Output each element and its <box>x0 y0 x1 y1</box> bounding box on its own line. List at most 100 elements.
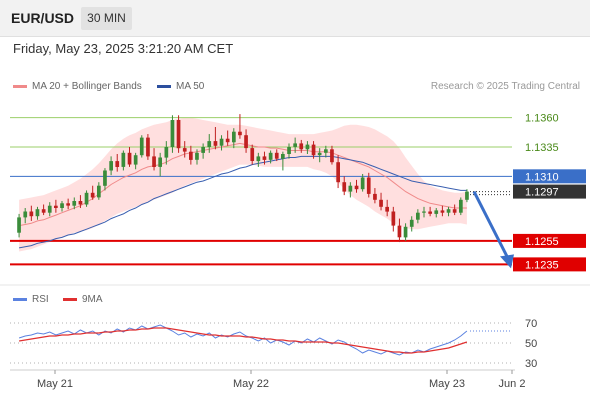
candle-body <box>342 182 347 192</box>
datetime-label: Friday, May 23, 2025 3:21:20 AM CET <box>13 41 234 56</box>
candle-body <box>152 156 156 167</box>
forecast-arrow-head <box>500 254 514 269</box>
level-label-1.1335: 1.1335 <box>525 142 559 154</box>
candle-body <box>121 152 126 167</box>
candle-body <box>274 152 279 159</box>
rsi-ma-line <box>19 327 468 354</box>
time-label-May 22: May 22 <box>233 378 269 390</box>
legend-ma20: MA 20 + Bollinger Bands <box>13 81 142 92</box>
legend-rsi: RSI <box>13 294 49 305</box>
candle-body <box>41 209 46 213</box>
candle-body <box>281 154 285 159</box>
candle-body <box>78 201 83 205</box>
candle-body <box>379 199 383 207</box>
candle-body <box>324 149 328 153</box>
candle-body <box>262 156 267 160</box>
candle-body <box>385 206 389 212</box>
candle-body <box>54 205 58 208</box>
ma50-swatch <box>157 85 171 88</box>
candle-body <box>225 138 230 143</box>
candle-body <box>115 161 120 167</box>
credit-label: Research © 2025 Trading Central <box>430 81 580 92</box>
candle-body <box>403 226 408 238</box>
candle-body <box>72 201 77 206</box>
candle-body <box>422 211 426 213</box>
top-bar: EUR/USD 30 MIN <box>0 0 590 37</box>
candle-body <box>84 192 89 205</box>
time-label-May 21: May 21 <box>37 378 73 390</box>
last-price-tag <box>513 184 586 199</box>
candle-body <box>354 185 359 190</box>
candle-body <box>360 177 365 190</box>
candle-body <box>446 209 451 213</box>
candle-body <box>373 193 377 200</box>
candle-body <box>207 141 212 147</box>
ma50-legend-label: MA 50 <box>176 81 205 92</box>
level-tag-1.1255 <box>513 233 586 248</box>
candle-body <box>66 203 70 206</box>
candle-body <box>17 217 21 233</box>
candle-body <box>434 210 439 214</box>
candle-body <box>465 191 469 200</box>
candle-body <box>238 131 242 136</box>
rsi-tick-70: 70 <box>525 318 537 330</box>
candle-body <box>348 185 353 192</box>
candle-body <box>330 149 334 163</box>
candle-body <box>299 143 304 150</box>
candle-body <box>90 192 95 198</box>
candle-body <box>336 162 340 183</box>
candle-body <box>391 211 396 226</box>
level-label-1.1255: 1.1255 <box>525 236 559 248</box>
ma9-swatch <box>63 298 77 301</box>
rsi-tick-30: 30 <box>525 358 537 370</box>
candle-body <box>268 152 273 160</box>
candle-body <box>170 120 175 147</box>
candle-body <box>189 151 193 160</box>
candle-body <box>232 131 236 143</box>
timeframe-button[interactable]: 30 MIN <box>81 7 132 30</box>
rsi-line <box>18 324 468 356</box>
candle-body <box>317 152 322 156</box>
candle-body <box>35 209 40 217</box>
candle-body <box>47 205 52 213</box>
level-label-1.1310: 1.1310 <box>525 171 559 183</box>
level-tag-1.1310 <box>513 169 586 184</box>
candle-body <box>164 147 169 158</box>
legend-9ma: 9MA <box>63 294 103 305</box>
candle-body <box>397 225 402 238</box>
ma20-legend-label: MA 20 + Bollinger Bands <box>32 81 142 92</box>
candle-body <box>440 210 445 213</box>
candle-body <box>409 219 414 227</box>
candle-body <box>250 148 255 161</box>
forecast-arrow-shaft <box>472 190 510 260</box>
symbol-label: EUR/USD <box>11 10 75 26</box>
level-label-1.1235: 1.1235 <box>525 259 559 271</box>
candle-body <box>311 144 316 156</box>
ma20-swatch <box>13 85 27 88</box>
candle-body <box>23 211 28 218</box>
candle-body <box>219 138 224 146</box>
candle-body <box>182 148 187 152</box>
time-label-Jun 2: Jun 2 <box>499 378 526 390</box>
candle-body <box>244 135 248 149</box>
candle-body <box>201 147 205 153</box>
candle-body <box>103 170 107 186</box>
candle-body <box>305 144 310 150</box>
candle-body <box>127 152 132 165</box>
candle-body <box>97 185 101 198</box>
level-label-1.1360: 1.1360 <box>525 113 559 125</box>
candle-body <box>459 199 463 213</box>
candle-body <box>416 212 420 220</box>
rsi-tick-50: 50 <box>525 338 537 350</box>
candle-body <box>133 155 138 165</box>
candle-body <box>452 209 457 213</box>
candle-body <box>366 177 371 194</box>
candle-body <box>109 161 113 171</box>
rsi-legend-label: RSI <box>32 294 49 305</box>
time-label-May 23: May 23 <box>429 378 465 390</box>
ma9-legend-label: 9MA <box>82 294 103 305</box>
candle-body <box>195 152 199 160</box>
candle-body <box>29 211 34 217</box>
ma20-line <box>19 142 467 227</box>
